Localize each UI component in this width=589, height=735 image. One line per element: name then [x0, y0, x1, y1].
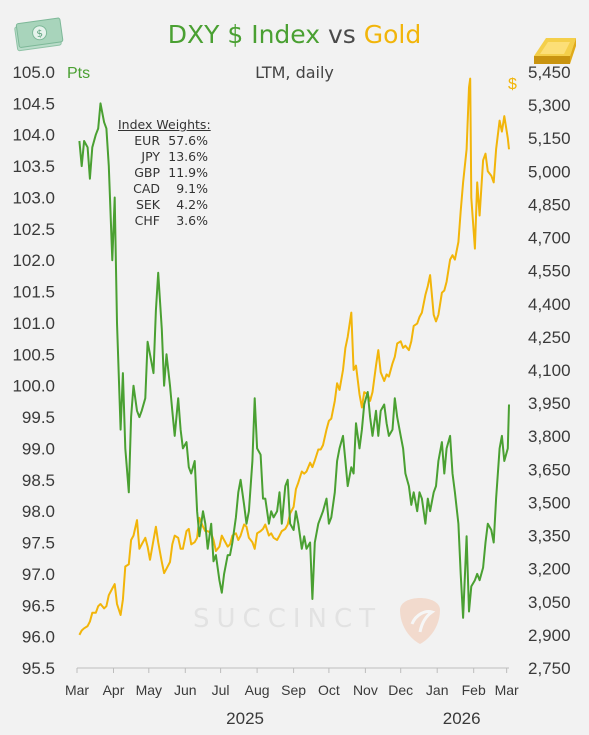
right-tick-label: 5,300 — [528, 96, 571, 115]
x-tick-label: Oct — [318, 682, 340, 698]
x-tick-label: Sep — [281, 682, 306, 698]
weight-row: SEK 4.2% — [126, 198, 208, 214]
right-tick-label: 3,950 — [528, 394, 571, 413]
weight-pct: 3.6% — [176, 213, 208, 228]
x-tick-label: Jun — [174, 682, 197, 698]
left-tick-label: 95.5 — [22, 659, 55, 678]
weight-row: JPY 13.6% — [126, 150, 208, 166]
chart-subtitle: LTM, daily — [255, 63, 334, 82]
x-tick-label: Mar — [65, 682, 89, 698]
left-tick-label: 102.0 — [12, 251, 55, 270]
weight-code: CAD — [133, 181, 160, 196]
x-tick-label: Aug — [245, 682, 270, 698]
right-tick-label: 4,250 — [528, 328, 571, 347]
weight-pct: 11.9% — [168, 165, 208, 180]
right-tick-label: 4,400 — [528, 295, 571, 314]
right-tick-label: 3,800 — [528, 427, 571, 446]
weight-code: CHF — [134, 213, 160, 228]
index-weights-table: EUR 57.6% JPY 13.6% GBP 11.9% CAD 9.1% SEK 4.… — [126, 134, 208, 230]
weight-row: GBP 11.9% — [126, 166, 208, 182]
right-tick-label: 3,050 — [528, 593, 571, 612]
title-vs: vs — [327, 20, 356, 49]
left-tick-label: 99.5 — [22, 408, 55, 427]
year-label: 2026 — [443, 709, 481, 728]
x-tick-label: Dec — [388, 682, 413, 698]
x-tick-label: Feb — [462, 682, 486, 698]
right-tick-label: 3,350 — [528, 527, 571, 546]
weight-code: GBP — [134, 165, 160, 180]
title-gold: Gold — [363, 20, 422, 49]
left-tick-label: 100.0 — [12, 377, 55, 396]
index-weights-box: Index Weights: EUR 57.6% JPY 13.6% GBP 11.9… — [118, 117, 211, 230]
left-tick-label: 103.5 — [12, 157, 55, 176]
money-bill-icon: $ — [14, 17, 64, 52]
gold-series-line — [78, 77, 510, 636]
x-tick-label: Mar — [495, 682, 519, 698]
weight-code: JPY — [141, 149, 160, 164]
right-tick-label: 5,150 — [528, 129, 571, 148]
right-axis-label: $ — [508, 76, 517, 93]
left-tick-label: 96.0 — [22, 628, 55, 647]
chart-title: DXY $ Index vs Gold — [0, 20, 589, 49]
left-tick-label: 99.0 — [22, 439, 55, 458]
left-tick-label: 104.0 — [12, 126, 55, 145]
right-tick-label: 3,200 — [528, 560, 571, 579]
dxy-series-line — [78, 102, 510, 619]
right-tick-label: 5,000 — [528, 162, 571, 181]
x-tick-label: Nov — [353, 682, 378, 698]
left-tick-label: 98.5 — [22, 471, 55, 490]
right-tick-label: 2,900 — [528, 626, 571, 645]
weight-row: CAD 9.1% — [126, 182, 208, 198]
left-tick-label: 101.0 — [12, 314, 55, 333]
left-tick-label: 96.5 — [22, 596, 55, 615]
right-tick-label: 3,500 — [528, 493, 571, 512]
left-tick-label: 103.0 — [12, 188, 55, 207]
x-tick-label: May — [136, 682, 162, 698]
left-tick-label: 105.0 — [12, 63, 55, 82]
right-tick-label: 2,750 — [528, 659, 571, 678]
right-tick-label: 4,550 — [528, 262, 571, 281]
weight-code: EUR — [134, 133, 160, 148]
year-label: 2025 — [226, 709, 264, 728]
left-tick-label: 98.0 — [22, 502, 55, 521]
svg-text:$: $ — [36, 28, 44, 40]
watermark-text: SUCCINCT — [193, 604, 382, 634]
shield-logo-icon — [400, 598, 440, 644]
x-tick-label: Jan — [426, 682, 449, 698]
right-tick-label: 4,100 — [528, 361, 571, 380]
left-axis-label: Pts — [67, 65, 90, 82]
weight-row: CHF 3.6% — [126, 214, 208, 230]
right-tick-label: 4,850 — [528, 195, 571, 214]
right-tick-label: 4,700 — [528, 229, 571, 248]
left-tick-label: 97.5 — [22, 534, 55, 553]
left-tick-label: 104.5 — [12, 94, 55, 113]
right-tick-label: 5,450 — [528, 63, 571, 82]
left-tick-label: 101.5 — [12, 283, 55, 302]
weight-code: SEK — [135, 197, 160, 212]
title-dxy: DXY $ Index — [167, 20, 321, 49]
gold-bar-icon — [534, 38, 576, 64]
right-tick-label: 3,650 — [528, 460, 571, 479]
weight-pct: 9.1% — [176, 181, 208, 196]
left-tick-label: 100.5 — [12, 345, 55, 364]
weight-pct: 13.6% — [168, 149, 208, 164]
left-tick-label: 97.0 — [22, 565, 55, 584]
index-weights-title: Index Weights: — [118, 117, 211, 132]
weight-pct: 57.6% — [168, 133, 208, 148]
x-tick-label: Jul — [212, 682, 230, 698]
left-tick-label: 102.5 — [12, 220, 55, 239]
weight-row: EUR 57.6% — [126, 134, 208, 150]
x-tick-label: Apr — [103, 682, 125, 698]
weight-pct: 4.2% — [176, 197, 208, 212]
